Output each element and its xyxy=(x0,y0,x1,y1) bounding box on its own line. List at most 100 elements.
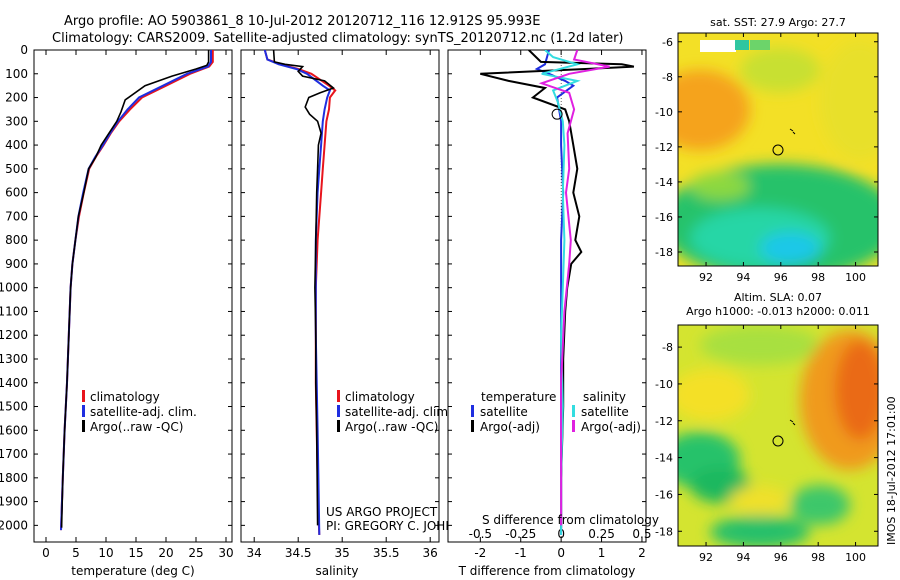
map-y-tick-label: -12 xyxy=(655,415,673,428)
imos-stamp: IMOS 18-Jul-2012 17:01:00 xyxy=(885,396,898,545)
legend-label-climatology: climatology xyxy=(90,390,160,404)
salinity-series xyxy=(263,50,337,535)
map-x-tick-label: 96 xyxy=(774,271,788,284)
x-tick-label: 2 xyxy=(638,546,646,560)
series-line-argo-raw-qc- xyxy=(272,50,336,526)
y-tick-label: 1800 xyxy=(0,471,28,485)
header-line-1: Argo profile: AO 5903861_8 10-Jul-2012 2… xyxy=(64,14,541,29)
map-x-tick-label: 100 xyxy=(845,271,866,284)
series-line-salinity-argo-adj- xyxy=(538,50,610,526)
salinity-y-ticks xyxy=(241,49,439,526)
map-x-tick-label: 96 xyxy=(774,551,788,564)
y-tick-label: 900 xyxy=(5,257,28,271)
mixed-layer-marker xyxy=(551,108,563,120)
map-x-tick-label: 94 xyxy=(736,551,750,564)
t-difference-xlabel: T difference from climatology xyxy=(458,564,636,578)
map-x-tick-label: 98 xyxy=(811,551,825,564)
sst-map-panel: sat. SST: 27.9 Argo: 27.7 92 94 96 98 100 -6 -… xyxy=(655,16,879,284)
map-y-tick-label: -10 xyxy=(655,378,673,391)
difference-y-ticks xyxy=(448,49,646,526)
y-tick-label: 800 xyxy=(5,233,28,247)
y-tick-label: 1500 xyxy=(0,400,28,414)
y-tick-label: 1900 xyxy=(0,495,28,509)
map-x-tick-label: 100 xyxy=(845,551,866,564)
legend-label-s-argo: Argo(-adj) xyxy=(581,420,641,434)
legend-swatch-satellite xyxy=(82,405,85,417)
sla-map-frame xyxy=(677,324,879,547)
legend-title-temperature: temperature xyxy=(481,390,556,404)
legend-label-s-satellite: satellite xyxy=(581,405,629,419)
sla-map-axes: 92 94 96 98 100 -8 -10 -12 -14 -16 -18 xyxy=(655,325,878,564)
y-tick-label: 1200 xyxy=(0,328,28,342)
y-tick-label: 700 xyxy=(5,209,28,223)
argo-float-marker xyxy=(772,144,784,156)
y-tick-label: 1000 xyxy=(0,281,28,295)
sla-map-panel: Altim. SLA: 0.07 Argo h1000: -0.013 h200… xyxy=(655,291,879,564)
legend-swatch-argo xyxy=(337,420,340,432)
x-tick-label: 30 xyxy=(218,546,233,560)
argo-float-marker xyxy=(772,435,784,447)
x-tick-label: 25 xyxy=(188,546,203,560)
x-tick-label: -2 xyxy=(474,546,486,560)
y-tick-label: 1700 xyxy=(0,447,28,461)
y-tick-label: 1100 xyxy=(0,304,28,318)
temperature-frame xyxy=(33,49,233,543)
legend-swatch-t-satellite xyxy=(471,405,474,417)
legend-label-t-satellite: satellite xyxy=(480,405,528,419)
x-tick-label: 36 xyxy=(423,546,438,560)
sst-map-title: sat. SST: 27.9 Argo: 27.7 xyxy=(710,16,846,29)
legend-swatch-s-satellite xyxy=(572,405,575,417)
map-y-tick-label: -18 xyxy=(655,525,673,538)
sla-heatmap xyxy=(678,325,878,546)
difference-panel: -2 -1 0 1 2 -0.5 -0.25 0 0.25 0.5 T difference f… xyxy=(447,49,659,578)
map-x-tick-label: 92 xyxy=(699,271,713,284)
header-line-2: Climatology: CARS2009. Satellite-adjuste… xyxy=(52,31,624,46)
x-tick-label: 35 xyxy=(335,546,350,560)
difference-series xyxy=(480,50,635,542)
y-tick-label: 0 xyxy=(20,43,28,57)
s-tick-label: 0.25 xyxy=(588,527,615,541)
map-x-tick-label: 98 xyxy=(811,271,825,284)
depth-axis: 0 100 200 300 400 500 600 700 800 900 1000 1100 1200… xyxy=(0,43,232,532)
x-tick-label: 10 xyxy=(98,546,113,560)
map-y-tick-label: -16 xyxy=(655,488,673,501)
sst-map-axes: 92 94 96 98 100 -6 -8 -10 -12 -14 -16 -18 xyxy=(655,33,878,284)
s-tick-label: -0.25 xyxy=(505,527,536,541)
y-tick-label: 100 xyxy=(5,67,28,81)
x-tick-label: 0 xyxy=(557,546,565,560)
x-tick-label: 34.5 xyxy=(285,546,312,560)
x-tick-label: 20 xyxy=(158,546,173,560)
map-x-tick-label: 92 xyxy=(699,551,713,564)
t-difference-x-axis: -2 -1 0 1 2 xyxy=(474,50,646,560)
map-y-tick-label: -8 xyxy=(662,71,673,84)
legend-label-argo: Argo(..raw -QC) xyxy=(345,420,438,434)
sla-map-subtitle: Argo h1000: -0.013 h2000: 0.011 xyxy=(686,305,870,318)
temperature-legend: climatology satellite-adj. clim. Argo(..… xyxy=(82,390,197,434)
y-tick-label: 300 xyxy=(5,114,28,128)
legend-swatch-argo xyxy=(82,420,85,432)
x-tick-label: 0 xyxy=(42,546,50,560)
y-tick-label: 600 xyxy=(5,186,28,200)
credit-line-1: US ARGO PROJECT xyxy=(326,505,438,519)
map-y-tick-label: -14 xyxy=(655,452,673,465)
sst-heatmap xyxy=(678,33,878,266)
legend-swatch-t-argo xyxy=(471,420,474,432)
sst-map-frame xyxy=(677,32,879,267)
x-tick-label: 1 xyxy=(598,546,606,560)
temperature-x-axis: 0 5 10 15 20 25 30 xyxy=(42,50,234,560)
map-y-tick-label: -12 xyxy=(655,141,673,154)
salinity-x-axis: 34 34.5 35 35.5 36 xyxy=(247,50,438,560)
legend-label-climatology: climatology xyxy=(345,390,415,404)
temperature-series xyxy=(60,50,214,531)
legend-swatch-climatology xyxy=(82,390,85,402)
x-tick-label: 34 xyxy=(247,546,262,560)
legend-title-salinity: salinity xyxy=(583,390,626,404)
legend-swatch-s-argo xyxy=(572,420,575,432)
series-line-argo-raw-qc- xyxy=(60,50,210,528)
x-tick-label: 15 xyxy=(128,546,143,560)
y-tick-label: 1600 xyxy=(0,423,28,437)
legend-swatch-climatology xyxy=(337,390,340,402)
legend-label-argo: Argo(..raw -QC) xyxy=(90,420,183,434)
salinity-panel: 34 34.5 35 35.5 36 salinity climatology sate… xyxy=(240,49,480,578)
